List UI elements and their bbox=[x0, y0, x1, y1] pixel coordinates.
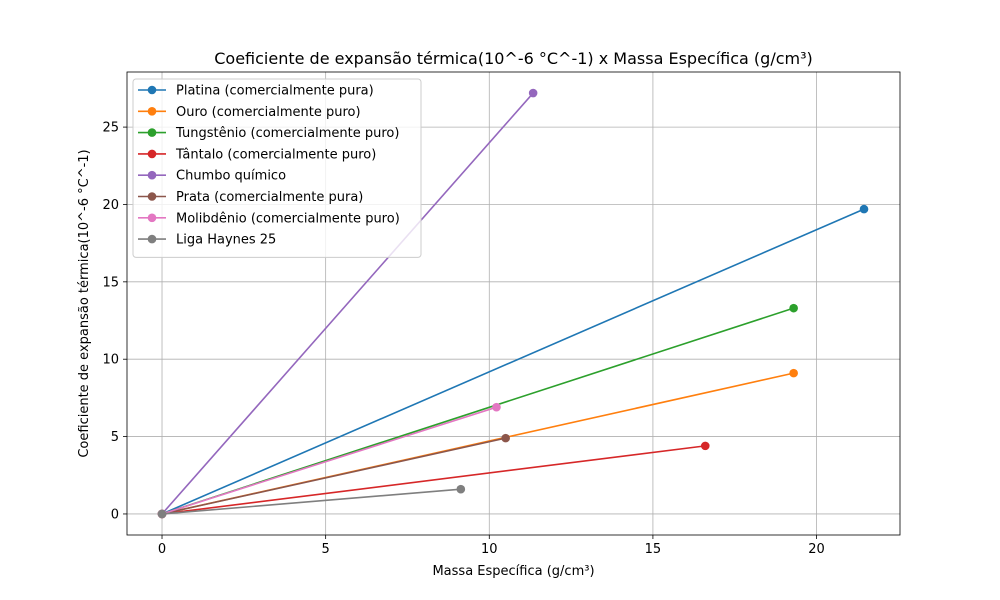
data-point bbox=[157, 509, 167, 519]
legend-marker bbox=[147, 107, 157, 116]
x-tick-label: 5 bbox=[322, 542, 330, 557]
series-line bbox=[161, 445, 706, 515]
legend-item: Platina (comercialmente pura) bbox=[138, 84, 374, 99]
series bbox=[157, 484, 466, 519]
data-point bbox=[700, 441, 710, 451]
legend-marker bbox=[147, 128, 157, 137]
legend-label: Platina (comercialmente pura) bbox=[176, 84, 374, 99]
chart-title: Coeficiente de expansão térmica(10^-6 °C… bbox=[214, 49, 813, 68]
legend-item: Prata (comercialmente pura) bbox=[138, 190, 363, 205]
data-point bbox=[528, 88, 538, 98]
y-tick-label: 0 bbox=[111, 507, 119, 522]
data-point bbox=[789, 368, 798, 378]
grid bbox=[127, 72, 900, 535]
legend-item: Tungstênio (comercialmente puro) bbox=[138, 126, 399, 141]
series-line bbox=[161, 406, 497, 515]
data-point bbox=[859, 204, 869, 214]
legend-marker bbox=[147, 213, 157, 223]
y-tick-label: 20 bbox=[102, 198, 119, 213]
legend-item: Ouro (comercialmente puro) bbox=[138, 105, 361, 120]
legend-box bbox=[132, 78, 422, 258]
axis-ticks: 0 5 10 15 20 0 5 10 15 20 25 bbox=[102, 121, 824, 557]
legend-label: Liga Haynes 25 bbox=[176, 233, 276, 248]
legend-marker bbox=[147, 149, 157, 159]
series-line bbox=[161, 92, 534, 515]
legend-item: Tântalo (comercialmente puro) bbox=[138, 147, 376, 162]
legend-marker bbox=[147, 234, 157, 244]
legend-marker bbox=[147, 170, 157, 180]
series-line bbox=[161, 488, 461, 515]
data-point bbox=[501, 433, 510, 443]
y-tick-label: 15 bbox=[102, 275, 119, 290]
y-tick-label: 25 bbox=[102, 121, 119, 136]
y-tick-label: 5 bbox=[111, 430, 119, 445]
legend-label: Prata (comercialmente pura) bbox=[176, 190, 363, 205]
legend-label: Tântalo (comercialmente puro) bbox=[175, 147, 376, 162]
data-point bbox=[492, 402, 501, 412]
x-tick-label: 10 bbox=[481, 542, 498, 557]
y-tick-label: 10 bbox=[102, 353, 119, 368]
legend-marker bbox=[147, 192, 157, 201]
legend: Platina (comercialmente pura) Ouro (comer… bbox=[132, 78, 422, 258]
data-point bbox=[456, 484, 466, 494]
legend-item: Liga Haynes 25 bbox=[138, 233, 276, 248]
legend-label: Tungstênio (comercialmente puro) bbox=[175, 126, 399, 141]
plot-area-frame bbox=[126, 71, 901, 536]
x-tick-label: 15 bbox=[645, 542, 662, 557]
x-tick-label: 20 bbox=[808, 542, 825, 557]
legend-label: Chumbo químico bbox=[176, 169, 286, 184]
legend-item: Chumbo químico bbox=[138, 169, 286, 184]
legend-label: Molibdênio (comercialmente puro) bbox=[176, 211, 400, 226]
y-axis-label: Coeficiente de expansão térmica(10^-6 °C… bbox=[77, 149, 92, 457]
series-line bbox=[161, 437, 506, 515]
legend-marker bbox=[147, 85, 157, 95]
x-axis-label: Massa Específica (g/cm³) bbox=[432, 564, 594, 579]
legend-label: Ouro (comercialmente puro) bbox=[176, 105, 361, 120]
data-point bbox=[789, 303, 798, 313]
series-line bbox=[161, 208, 865, 515]
x-tick-label: 0 bbox=[158, 542, 166, 557]
series-group bbox=[157, 88, 869, 519]
legend-item: Molibdênio (comercialmente puro) bbox=[138, 211, 400, 226]
